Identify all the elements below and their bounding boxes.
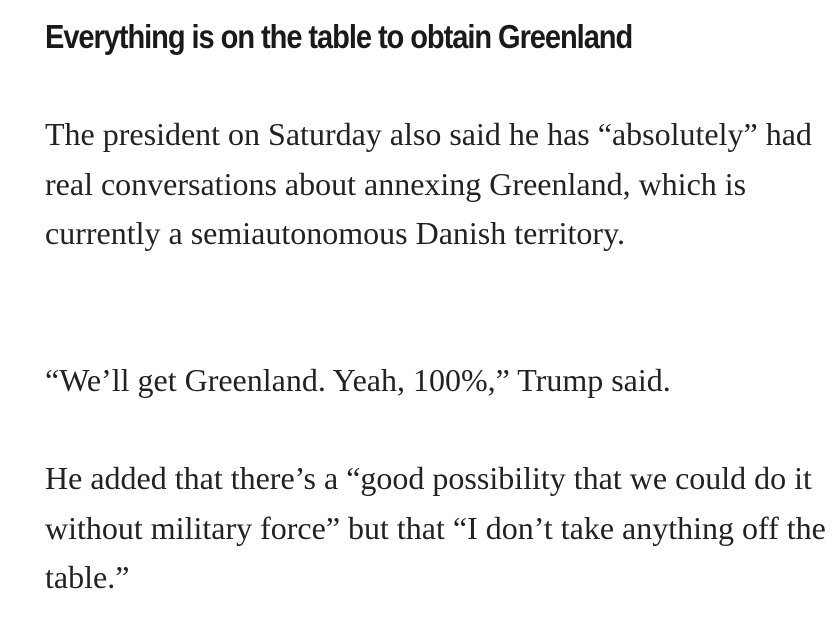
paragraph: He added that there’s a “good possibilit… bbox=[45, 460, 826, 595]
paragraph: The president on Saturday also said he h… bbox=[45, 116, 812, 251]
section-heading: Everything is on the table to obtain Gre… bbox=[45, 18, 633, 55]
paragraph-quote: “We’ll get Greenland. Yeah, 100%,” Trump… bbox=[45, 362, 671, 398]
